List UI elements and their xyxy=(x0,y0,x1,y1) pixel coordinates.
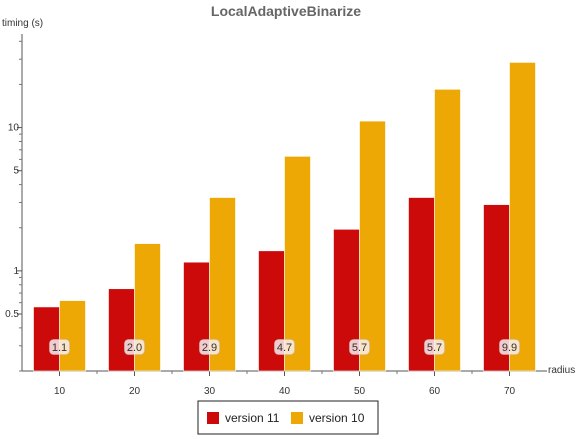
bar-ratio-labels: 1.1 2.0 2.9 4.7 5.7 5.7 9.9 xyxy=(49,339,520,355)
bar-version-10-40 xyxy=(284,156,311,372)
bar-ratio-label-box xyxy=(49,339,70,355)
bar-ratio-label: 9.9 xyxy=(502,342,517,354)
bar-ratio-label: 5.7 xyxy=(427,342,442,354)
x-tick-label: 10 xyxy=(54,386,66,397)
bar-ratio-label-box xyxy=(274,339,295,355)
bar-ratio-label-box xyxy=(349,339,370,355)
bar-ratio-label: 1.1 xyxy=(52,342,67,354)
x-tick-label: 30 xyxy=(204,386,216,397)
bar-ratio-label-box xyxy=(424,339,445,355)
bar-ratio-label: 2.9 xyxy=(202,342,217,354)
bar-ratio-label: 2.0 xyxy=(127,342,142,354)
bar-version-10-10 xyxy=(59,300,86,372)
bar-ratio-label-box xyxy=(199,339,220,355)
bar-ratio-label-box xyxy=(499,339,520,355)
bars xyxy=(33,62,536,372)
bar-version-11-20 xyxy=(108,288,135,372)
bar-version-10-50 xyxy=(359,120,386,372)
x-tick-label: 50 xyxy=(354,386,366,397)
chart-title: LocalAdaptiveBinarize xyxy=(211,3,361,19)
x-tick-label: 60 xyxy=(429,386,441,397)
y-ticks: 0.5 1 5 10 xyxy=(5,40,22,372)
y-tick-label: 10 xyxy=(8,123,20,134)
legend-label-version-10: version 10 xyxy=(309,411,365,425)
x-axis-label: radius xyxy=(548,365,575,376)
bar-ratio-label: 5.7 xyxy=(352,342,367,354)
bar-ratio-label-box xyxy=(124,339,145,355)
y-tick-label: 1 xyxy=(13,266,19,277)
bar-version-10-70 xyxy=(509,62,536,372)
x-ticks: 10 20 30 40 50 60 70 xyxy=(54,371,516,397)
y-axis-label: timing (s) xyxy=(2,18,43,29)
bar-ratio-label: 4.7 xyxy=(277,342,292,354)
legend-box xyxy=(197,400,379,435)
y-tick-label: 5 xyxy=(13,166,19,177)
x-tick-label: 40 xyxy=(279,386,291,397)
legend: version 11 version 10 xyxy=(197,400,379,435)
bar-version-10-60 xyxy=(434,89,461,372)
y-tick-label: 0.5 xyxy=(5,309,19,320)
x-tick-label: 20 xyxy=(129,386,141,397)
legend-swatch-version-10 xyxy=(291,412,303,424)
legend-swatch-version-11 xyxy=(207,412,219,424)
legend-label-version-11: version 11 xyxy=(225,411,280,425)
bar-version-11-10 xyxy=(33,306,60,372)
x-tick-label: 70 xyxy=(504,386,516,397)
